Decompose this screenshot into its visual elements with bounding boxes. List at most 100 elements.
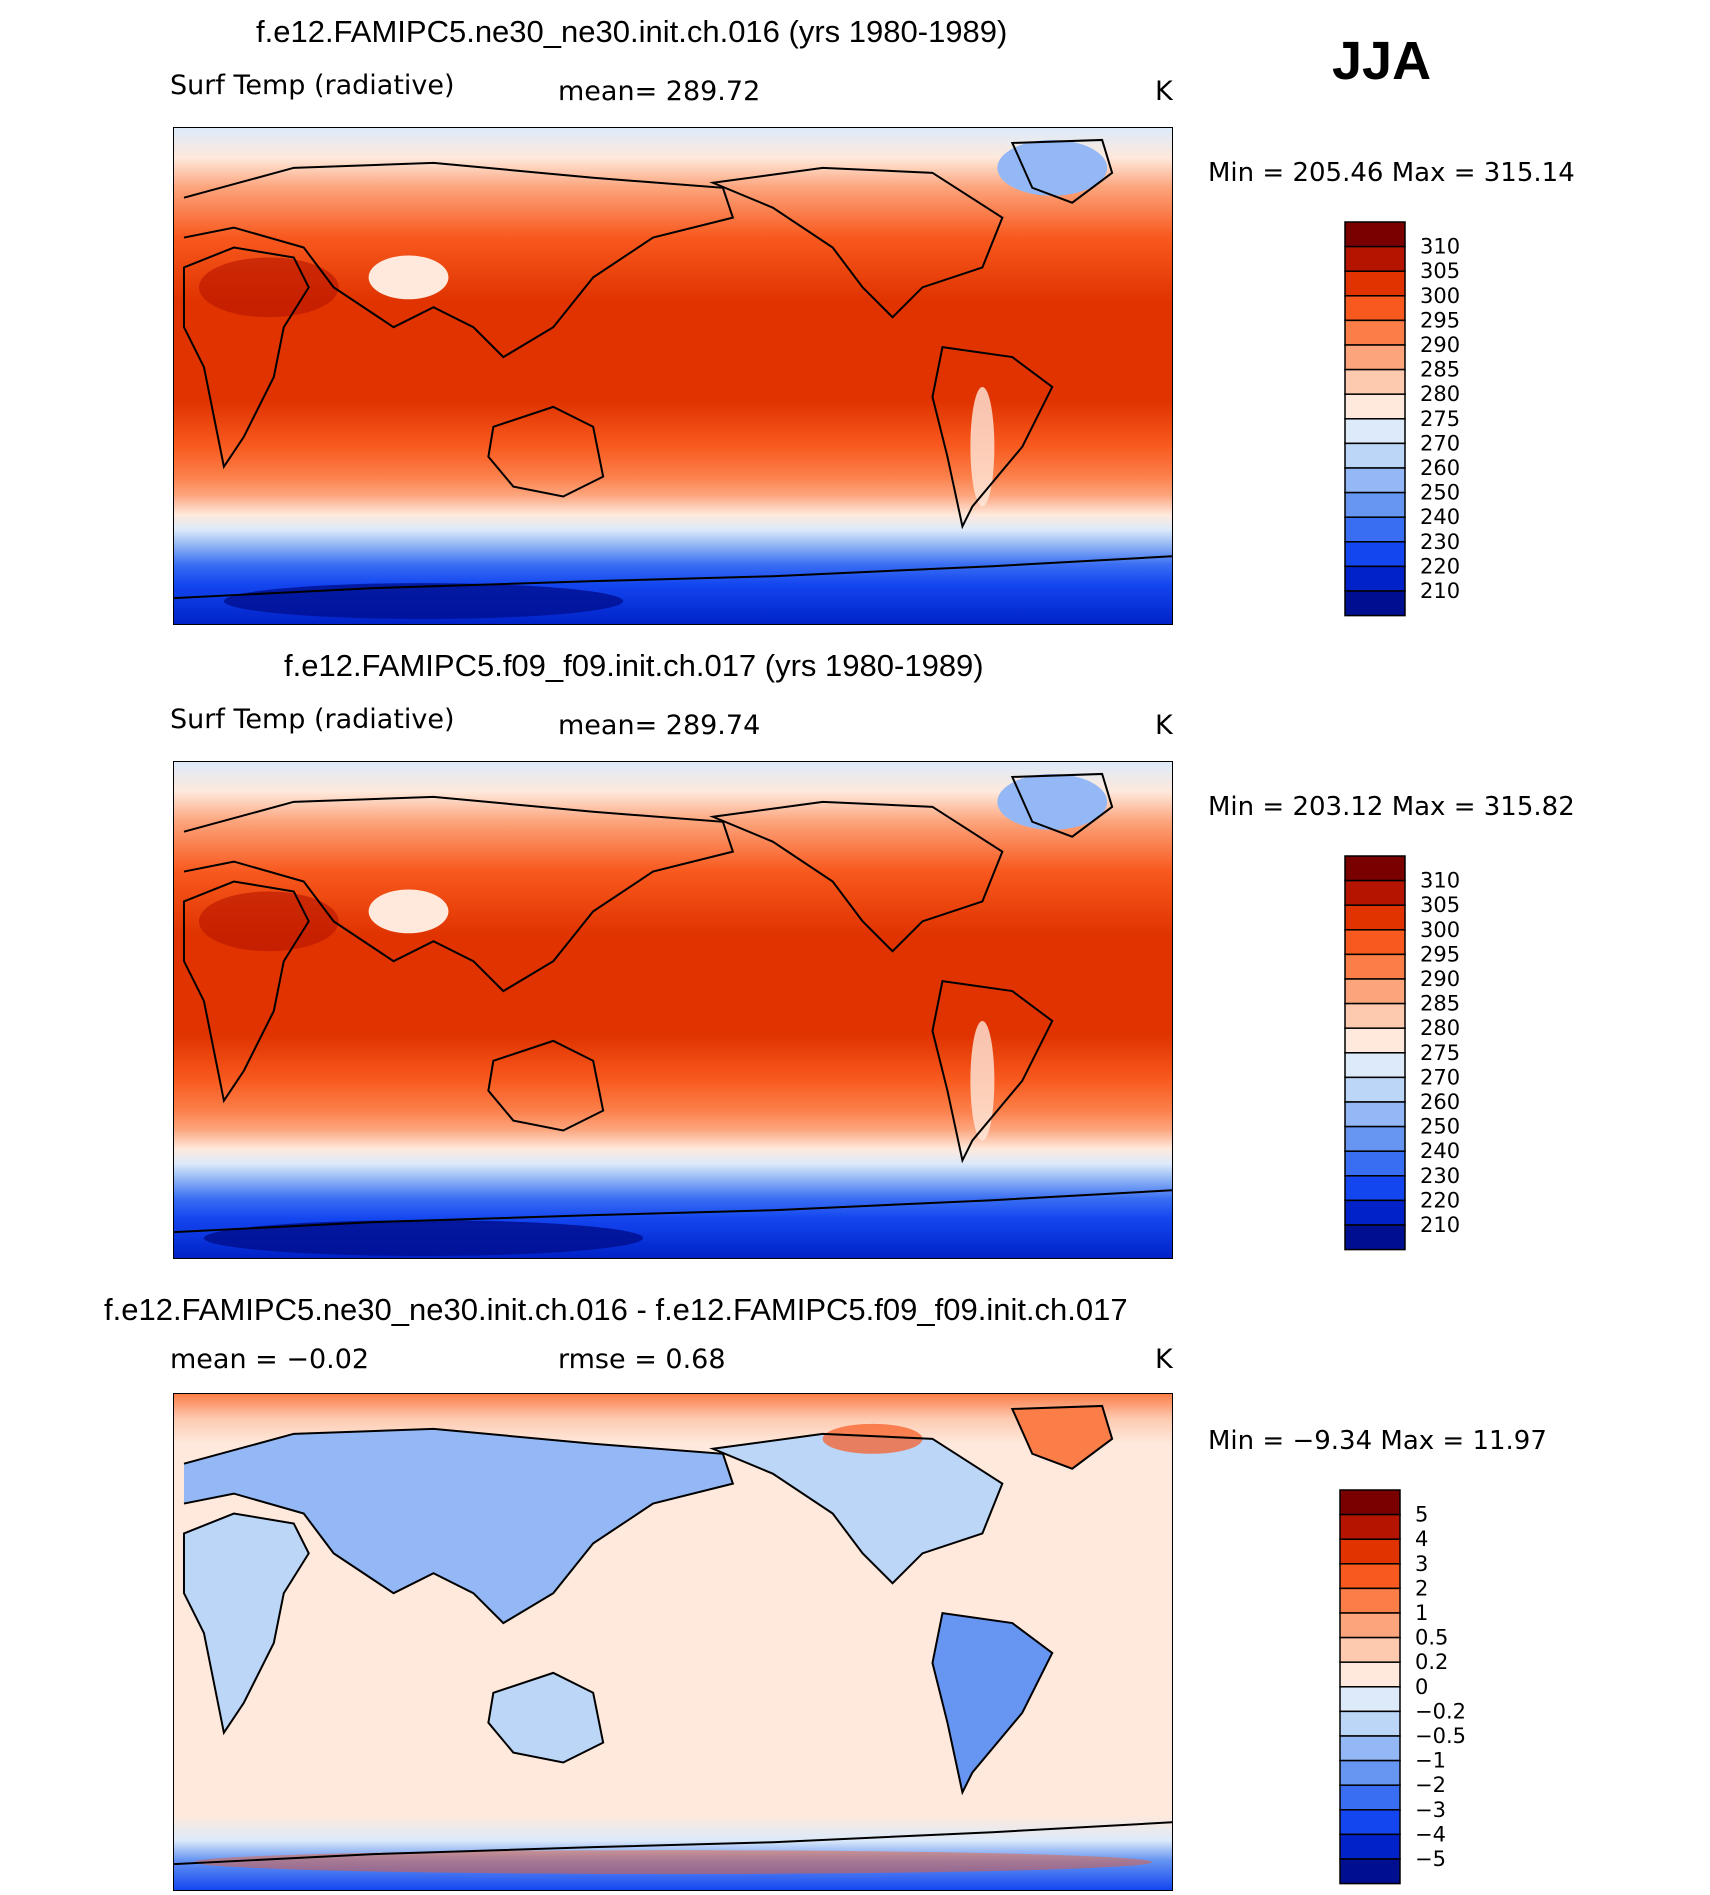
panel-2-colorbar-swatch-14 (1344, 1199, 1406, 1226)
africa-coastline (182, 246, 310, 470)
africa-coastline (182, 1512, 310, 1736)
panel-3-colorbar-tick-label: −4 (1415, 1822, 1446, 1846)
panel-1-colorbar-tick-label: 210 (1420, 579, 1460, 603)
north-america-coastline (709, 1432, 1004, 1585)
temperature-field (174, 762, 1172, 1258)
panel-1-colorbar-swatch-14 (1344, 565, 1406, 592)
panel-2-colorbar-swatch-13 (1344, 1175, 1406, 1202)
panel-2-variable: Surf Temp (radiative) (170, 704, 455, 735)
panel-1-colorbar-tick-label: 270 (1420, 431, 1460, 455)
panel-2-colorbar-tick-label: 280 (1420, 1016, 1460, 1040)
panel-1-mean: mean= 289.72 (558, 76, 761, 107)
greenland-coastline (1010, 138, 1114, 204)
panel-2-colorbar-swatch-0 (1344, 855, 1406, 882)
panel-2-map-svg (174, 762, 1172, 1258)
andes-cold-patch (970, 1020, 995, 1141)
panel-1-colorbar-tick-label: 305 (1420, 259, 1460, 283)
panel-2-units: K (1155, 710, 1173, 741)
south-america-coastline (931, 1611, 1054, 1796)
panel-2-title: f.e12.FAMIPC5.f09_f09.init.ch.017 (yrs 1… (284, 648, 984, 683)
panel-3-colorbar-swatch-14 (1339, 1833, 1401, 1860)
panel-2-colorbar-swatch-2 (1344, 904, 1406, 931)
panel-1-colorbar-tick-label: 290 (1420, 333, 1460, 357)
north-america-land-diff (712, 1433, 1003, 1584)
panel-1-colorbar-swatch-7 (1344, 393, 1406, 420)
eurasia-land-diff (183, 1428, 733, 1624)
panel-3-colorbar-tick-label: −1 (1415, 1749, 1446, 1773)
panel-2-mean: mean= 289.74 (558, 710, 761, 741)
panel-1-map (173, 127, 1173, 625)
panel-3-colorbar-tick-label: 2 (1415, 1576, 1428, 1600)
panel-2-colorbar-tick-label: 300 (1420, 918, 1460, 942)
andes-cold-patch (970, 386, 995, 507)
panel-3-colorbar-tick-label: −0.2 (1415, 1699, 1466, 1723)
panel-2-colorbar-tick-label: 285 (1420, 992, 1460, 1016)
panel-1-colorbar-swatch-3 (1344, 295, 1406, 322)
panel-1-colorbar-tick-label: 220 (1420, 554, 1460, 578)
panel-1-colorbar-swatch-4 (1344, 319, 1406, 346)
south-america-land-diff (932, 1613, 1053, 1793)
south-america-coastline (931, 979, 1054, 1164)
panel-1-units: K (1155, 76, 1173, 107)
panel-2-colorbar-swatch-10 (1344, 1101, 1406, 1128)
panel-2-colorbar-swatch-11 (1344, 1125, 1406, 1152)
panel-3-minmax: Min = −9.34 Max = 11.97 (1208, 1426, 1547, 1456)
panel-1-colorbar-tick-label: 280 (1420, 382, 1460, 406)
panel-1-colorbar-swatch-2 (1344, 270, 1406, 297)
coastlines (174, 1404, 1172, 1866)
panel-1-map-svg (174, 128, 1172, 624)
panel-3-colorbar-tick-label: −2 (1415, 1773, 1446, 1797)
panel-1-colorbar-swatch-1 (1344, 245, 1406, 272)
panel-3-units: K (1155, 1344, 1173, 1375)
australia-coastline (487, 1039, 605, 1132)
north-america-coastline (709, 800, 1004, 953)
panel-2-colorbar-swatch-15 (1344, 1224, 1406, 1251)
panel-2-colorbar-tick-label: 305 (1420, 893, 1460, 917)
antarctic-cold-patch (203, 1220, 644, 1257)
panel-3-map-svg (174, 1394, 1172, 1890)
africa-coastline (182, 880, 310, 1104)
panel-3-colorbar-swatch-6 (1339, 1636, 1401, 1663)
panel-2-colorbar-tick-label: 290 (1420, 967, 1460, 991)
panel-2-colorbar-tick-label: 295 (1420, 942, 1460, 966)
panel-1-colorbar-swatch-12 (1344, 516, 1406, 543)
panel-1-colorbar-swatch-13 (1344, 541, 1406, 568)
eurasia-coastline (183, 795, 735, 993)
panel-2-colorbar-tick-label: 220 (1420, 1188, 1460, 1212)
panel-2-colorbar-swatch-12 (1344, 1150, 1406, 1177)
panel-1-colorbar-swatch-6 (1344, 368, 1406, 395)
panel-3-colorbar-swatch-5 (1339, 1612, 1401, 1639)
panel-1-colorbar-swatch-11 (1344, 491, 1406, 518)
panel-3-colorbar-swatch-15 (1339, 1858, 1401, 1885)
panel-2-colorbar-swatch-1 (1344, 879, 1406, 906)
season-label: JJA (1332, 31, 1432, 91)
panel-3-colorbar-swatch-12 (1339, 1784, 1401, 1811)
panel-3-colorbar-swatch-8 (1339, 1686, 1401, 1713)
panel-3-colorbar-tick-label: 5 (1415, 1503, 1428, 1527)
panel-2-minmax: Min = 203.12 Max = 315.82 (1208, 792, 1575, 822)
panel-3-colorbar-tick-label: −0.5 (1415, 1724, 1466, 1748)
panel-1-title: f.e12.FAMIPC5.ne30_ne30.init.ch.016 (yrs… (256, 14, 1008, 49)
panel-3-colorbar-swatch-1 (1339, 1513, 1401, 1540)
arctic-canada-warm (822, 1423, 923, 1454)
panel-2-colorbar-swatch-5 (1344, 978, 1406, 1005)
panel-2-colorbar-swatch-4 (1344, 953, 1406, 980)
panel-3-colorbar-swatch-3 (1339, 1563, 1401, 1590)
panel-3-colorbar-tick-label: −3 (1415, 1798, 1446, 1822)
eurasia-coastline (183, 1427, 735, 1625)
tibet-cold-patch (368, 255, 449, 300)
panel-3-colorbar-tick-label: 0.2 (1415, 1650, 1448, 1674)
panel-3-colorbar-swatch-9 (1339, 1710, 1401, 1737)
panel-3-colorbar-swatch-13 (1339, 1809, 1401, 1836)
antarctica-coastline (174, 1189, 1172, 1234)
tibet-cold-patch (368, 889, 449, 934)
antarctica-coastline (174, 1821, 1172, 1866)
panel-2-colorbar-tick-label: 210 (1420, 1213, 1460, 1237)
panel-1-colorbar: 310 305 300 295 290 285 280 275 270 260 250 240 230 2… (1344, 221, 1495, 627)
panel-1-colorbar-swatch-0 (1344, 221, 1406, 248)
greenland-coastline (1010, 772, 1114, 838)
coastlines (174, 138, 1172, 600)
panel-1-variable: Surf Temp (radiative) (170, 70, 455, 101)
panel-3-colorbar-swatch-2 (1339, 1538, 1401, 1565)
panel-3-colorbar-swatch-4 (1339, 1587, 1401, 1614)
